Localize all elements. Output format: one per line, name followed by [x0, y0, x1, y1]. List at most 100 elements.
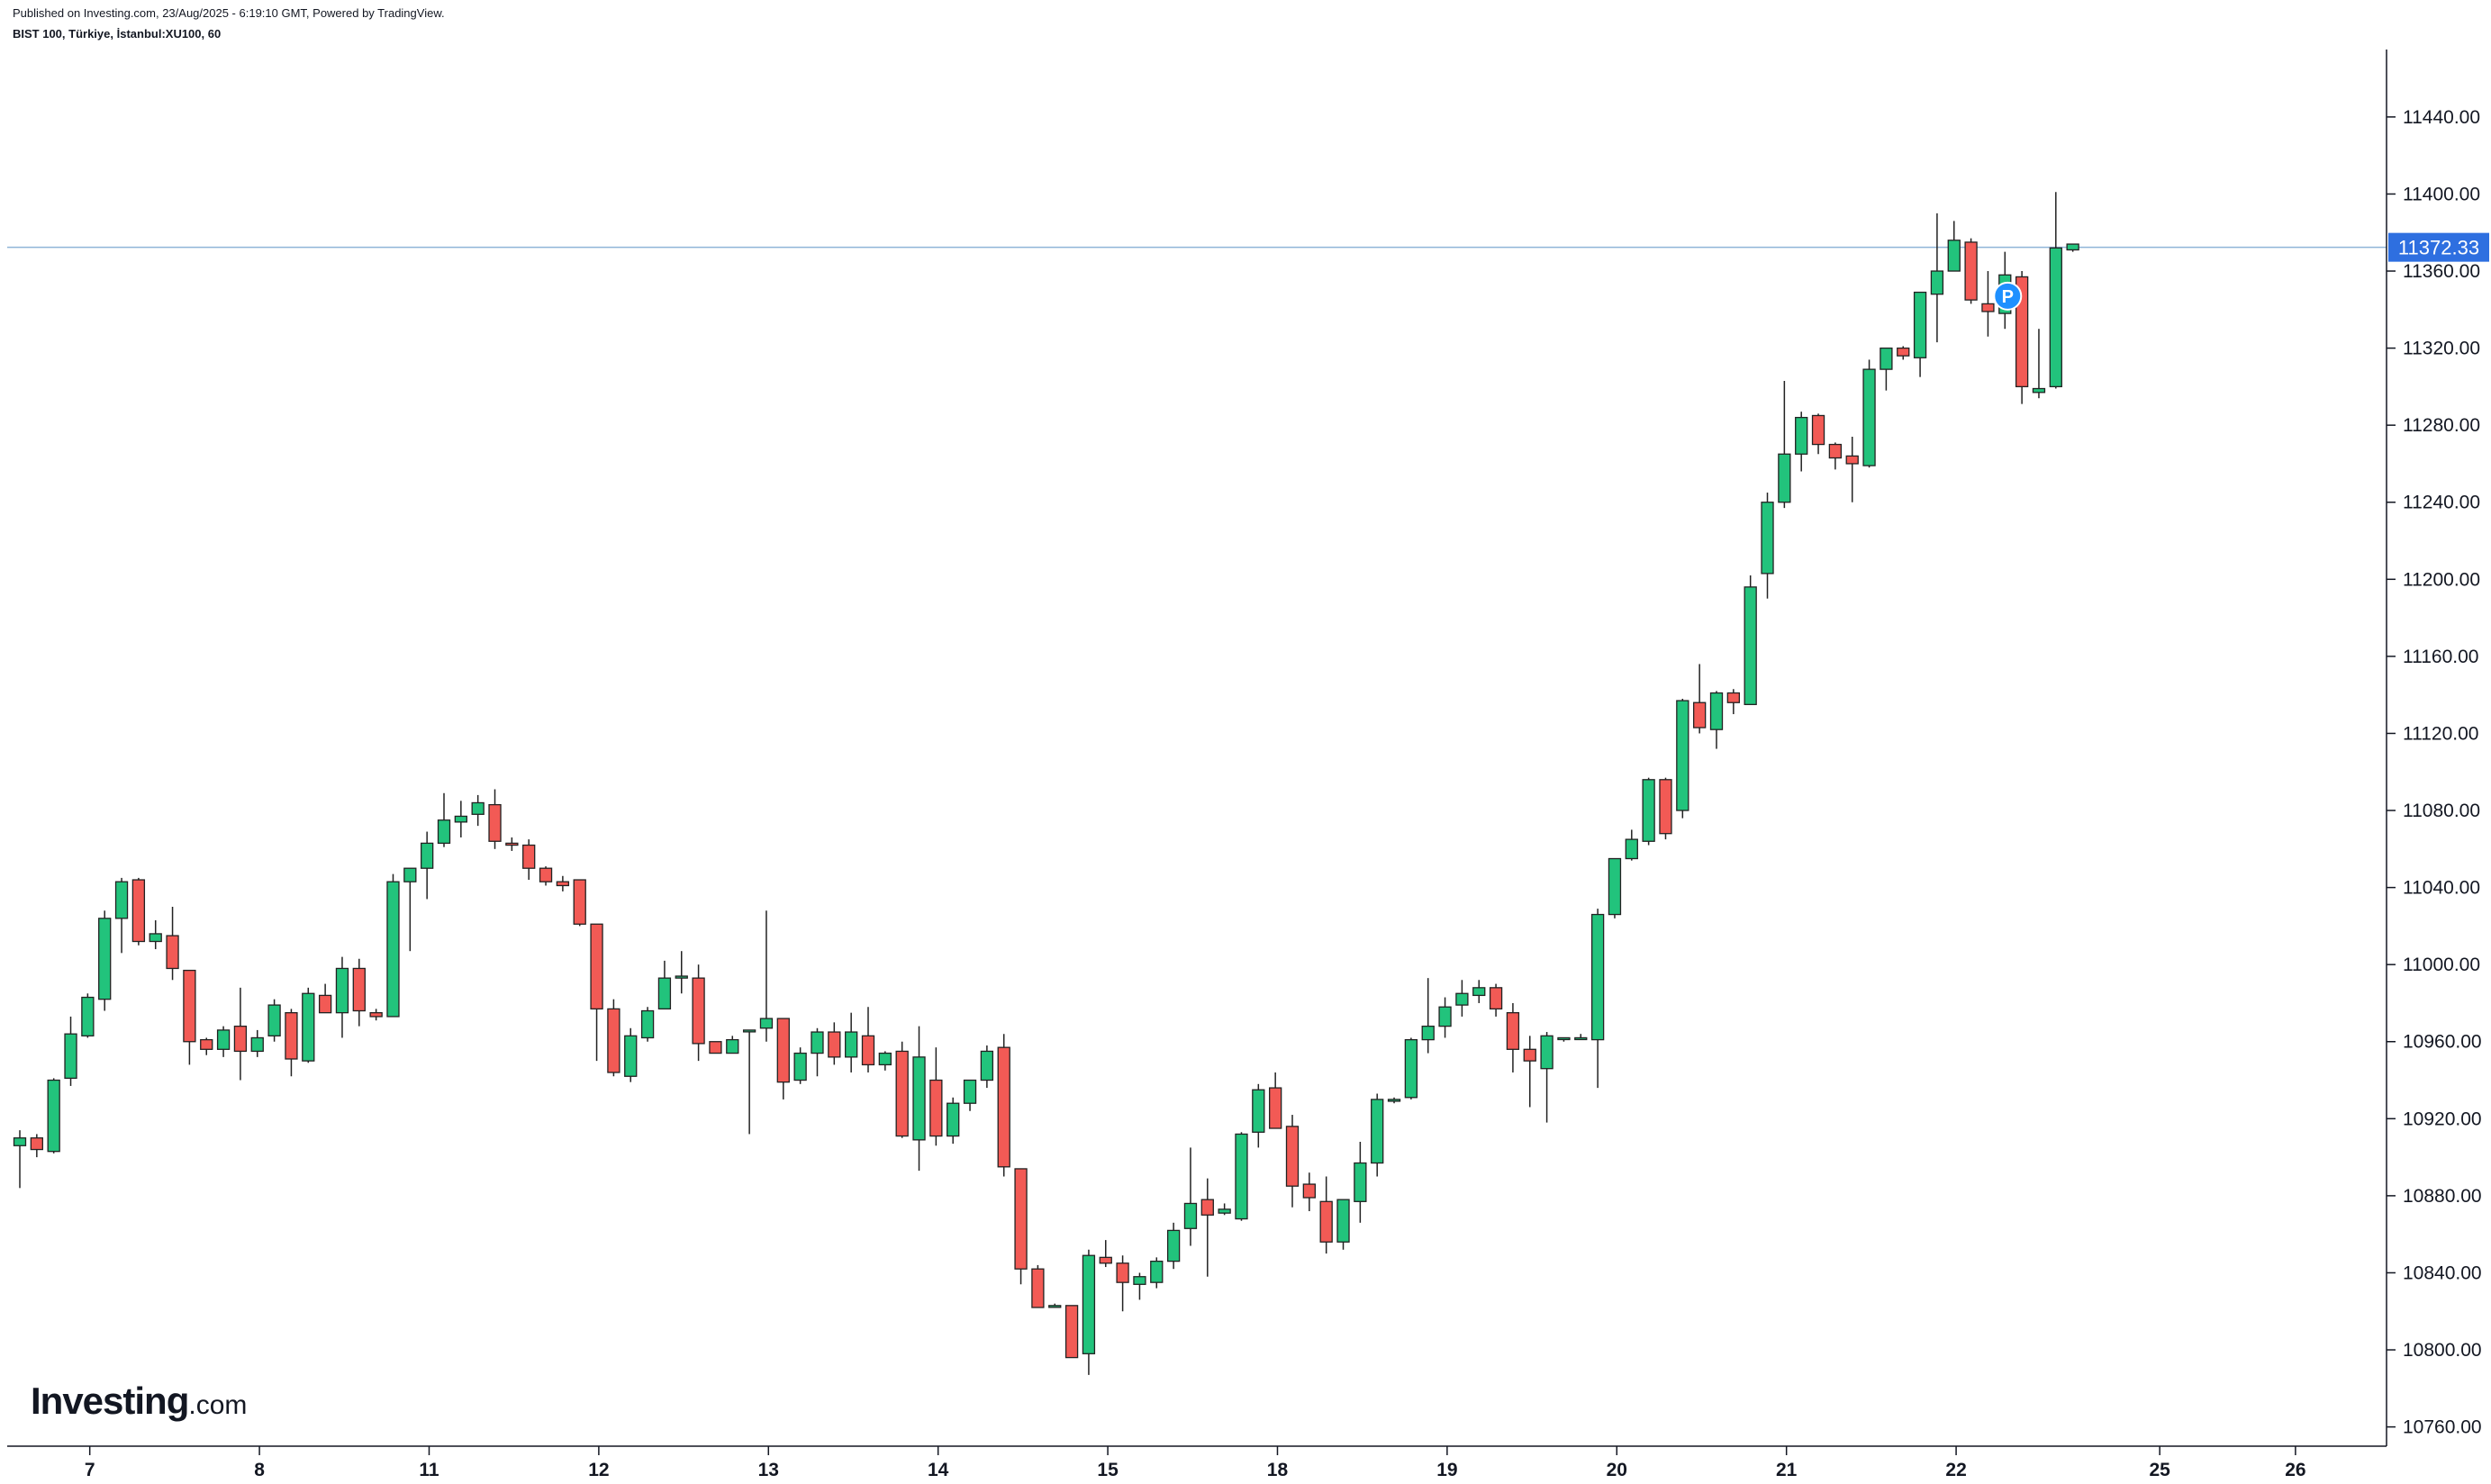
candle: [1744, 575, 1757, 706]
candle: [640, 1007, 655, 1042]
candle-body-up: [1744, 586, 1757, 706]
candle-body-down: [607, 1008, 620, 1073]
candle: [861, 1007, 875, 1072]
candle: [386, 873, 400, 1018]
candle: [1523, 1036, 1536, 1108]
candle-body-up: [1761, 502, 1774, 575]
candle: [1880, 347, 1893, 391]
p-marker[interactable]: [1993, 281, 2023, 311]
candle-body-up: [403, 867, 417, 882]
candle-body-up: [1709, 692, 1724, 730]
investing-logo: Investing.com: [31, 1380, 247, 1423]
candle-body-up: [1676, 700, 1689, 811]
x-tick-label: 26: [2285, 1460, 2305, 1480]
candle-body-up: [81, 996, 95, 1036]
candle: [539, 866, 553, 886]
candle-body-down: [573, 879, 586, 925]
candle: [1811, 413, 1825, 455]
candle-body-down: [776, 1018, 790, 1083]
candle: [1540, 1032, 1553, 1123]
candle-body-up: [216, 1029, 231, 1050]
candle: [607, 999, 620, 1077]
candle-body-up: [98, 918, 112, 1000]
y-tick-label: 11040.00: [2403, 878, 2480, 899]
candle-body-up: [454, 815, 467, 823]
candle-body-down: [1302, 1183, 1316, 1199]
candle-body-down: [709, 1041, 722, 1054]
candle-body-up: [1590, 913, 1605, 1041]
candle: [1761, 493, 1774, 599]
candle-body-up: [386, 881, 400, 1018]
candle-body-up: [1625, 838, 1638, 860]
candle: [233, 987, 248, 1081]
candle-body-down: [1506, 1012, 1520, 1050]
candle: [1574, 1034, 1588, 1041]
candle-body-up: [1048, 1305, 1062, 1308]
candle: [81, 993, 95, 1038]
candle: [1252, 1083, 1265, 1148]
published-caption: Published on Investing.com, 23/Aug/2025 …: [13, 6, 445, 20]
candle-body-up: [1336, 1199, 1350, 1243]
candle-body-up: [963, 1079, 977, 1104]
candle: [573, 879, 586, 927]
candle-body-up: [742, 1029, 756, 1033]
current-price-tag-label: 11372.33: [2398, 237, 2479, 259]
candle: [1200, 1178, 1214, 1277]
candle-body-down: [1116, 1262, 1129, 1283]
candle: [1082, 1249, 1096, 1375]
x-tick-label: 18: [1267, 1460, 1289, 1480]
candle-body-down: [1659, 779, 1672, 835]
y-tick-label: 10880.00: [2403, 1186, 2482, 1207]
y-tick-label: 11280.00: [2403, 415, 2480, 436]
candle: [1642, 777, 1655, 846]
candle: [1930, 213, 1944, 343]
candle: [1981, 271, 1995, 337]
candle: [997, 1034, 1010, 1177]
candle-body-up: [726, 1038, 739, 1054]
y-tick-label: 11360.00: [2403, 261, 2480, 282]
candle: [1014, 1168, 1028, 1285]
candle-body-up: [2049, 247, 2062, 388]
candle-body-up: [811, 1031, 824, 1054]
candle-body-down: [1845, 455, 1859, 465]
candle: [1354, 1141, 1367, 1223]
y-axis-ticks: 10760.00 10800.00 10840.00 10880.00 10920.00…: [2387, 107, 2482, 1438]
candle-body-down: [1828, 443, 1843, 459]
candle-body-down: [233, 1025, 248, 1053]
candle: [421, 831, 434, 900]
candle-body-up: [421, 842, 434, 869]
candle-body-up: [845, 1031, 858, 1058]
candle: [845, 1012, 858, 1072]
axis-layer: [7, 50, 2387, 1447]
candle: [302, 987, 315, 1063]
candle: [1064, 1305, 1079, 1359]
candle-body-down: [166, 935, 179, 970]
candle: [1845, 437, 1859, 502]
candle: [1404, 1037, 1418, 1099]
x-tick-label: 21: [1776, 1460, 1798, 1480]
candle-body-down: [1981, 303, 1995, 312]
candle: [1828, 442, 1843, 470]
candle-body-up: [47, 1079, 60, 1153]
y-tick-label: 11120.00: [2403, 723, 2478, 744]
candle: [47, 1078, 60, 1154]
candle: [828, 1022, 841, 1065]
candle-body-down: [1285, 1126, 1300, 1187]
candle: [114, 877, 129, 954]
candle: [1048, 1303, 1062, 1308]
chart-header: Published on Investing.com, 23/Aug/2025 …: [13, 7, 445, 40]
x-tick-label: 15: [1097, 1460, 1119, 1480]
candle-body-down: [1726, 692, 1740, 703]
candle: [2032, 329, 2046, 399]
candle-body-down: [352, 967, 366, 1012]
candle: [131, 877, 146, 946]
x-tick-label: 8: [254, 1460, 265, 1480]
y-tick-label: 10960.00: [2403, 1032, 2482, 1053]
candle: [590, 923, 603, 1062]
candle: [1302, 1172, 1316, 1212]
candle: [1183, 1147, 1198, 1246]
candle-body-up: [1608, 857, 1622, 916]
y-tick-label: 11080.00: [2403, 801, 2480, 821]
y-tick-label: 11440.00: [2403, 107, 2480, 128]
